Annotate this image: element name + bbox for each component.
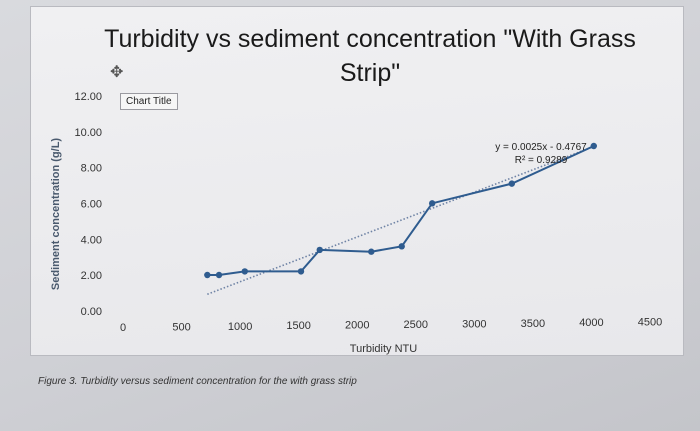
trendline-r-squared: R² = 0.9289	[515, 155, 568, 166]
series-line	[207, 145, 595, 276]
data-point	[398, 243, 405, 250]
data-point	[297, 268, 305, 275]
x-tick-label: 2000	[345, 320, 369, 332]
y-tick-label: 8.00	[81, 163, 102, 175]
data-point	[316, 246, 323, 254]
chart-panel[interactable]	[30, 6, 684, 356]
x-tick-label: 2500	[404, 319, 428, 331]
x-tick-label: 0	[120, 322, 126, 334]
trendline	[207, 145, 595, 296]
move-arrows-icon[interactable]: ✥	[110, 64, 124, 81]
x-axis-label: Turbidity NTU	[350, 343, 417, 355]
y-tick-label: 6.00	[81, 199, 102, 211]
data-point	[590, 142, 597, 150]
data-point	[428, 200, 436, 207]
data-point	[215, 271, 223, 279]
x-tick-label: 4500	[638, 317, 662, 329]
chart-title: Turbidity vs sediment concentration "Wit…	[104, 25, 636, 87]
data-point	[241, 268, 248, 275]
y-tick-label: 10.00	[74, 127, 102, 139]
x-tick-label: 3500	[521, 318, 545, 330]
y-tick-label: 2.00	[81, 270, 102, 282]
y-tick-label: 4.00	[81, 234, 102, 246]
x-tick-label: 1000	[228, 321, 252, 333]
y-tick-label: 12.00	[74, 91, 102, 103]
y-tick-label: 0.00	[81, 306, 102, 318]
data-point	[368, 248, 375, 255]
x-tick-label: 3000	[462, 318, 486, 330]
chart-title-tooltip: Chart Title	[120, 93, 178, 110]
data-point	[204, 271, 211, 279]
x-tick-label: 4000	[579, 317, 603, 329]
x-tick-label: 500	[172, 321, 190, 333]
trendline-equation: y = 0.0025x - 0.4767	[495, 142, 587, 153]
x-tick-label: 1500	[286, 320, 310, 332]
figure-caption: Figure 3. Turbidity versus sediment conc…	[38, 376, 357, 387]
data-point	[508, 180, 516, 187]
